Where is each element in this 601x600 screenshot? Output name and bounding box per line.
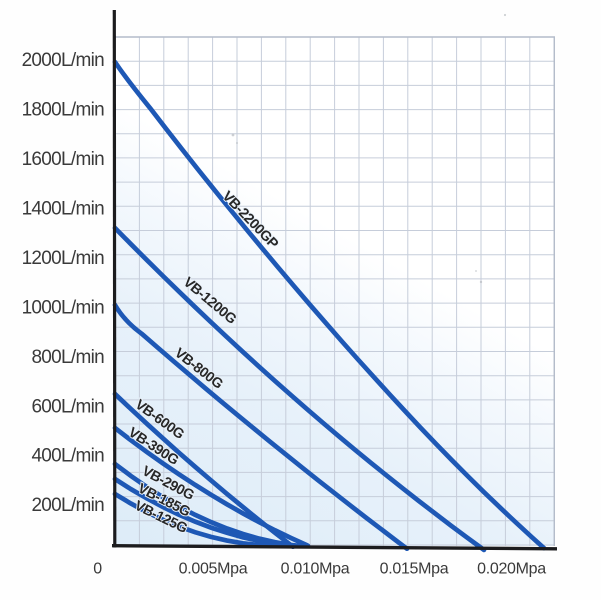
svg-text:2000L/min: 2000L/min bbox=[22, 50, 105, 71]
svg-text:1800L/min: 1800L/min bbox=[22, 100, 105, 121]
svg-text:1600L/min: 1600L/min bbox=[22, 149, 105, 170]
svg-text:400L/min: 400L/min bbox=[31, 446, 104, 467]
svg-text:800L/min: 800L/min bbox=[31, 347, 104, 368]
svg-text:600L/min: 600L/min bbox=[31, 396, 104, 417]
svg-text:0: 0 bbox=[93, 561, 102, 578]
svg-text:200L/min: 200L/min bbox=[31, 495, 104, 516]
svg-text:0.010Mpa: 0.010Mpa bbox=[281, 561, 350, 578]
svg-text:0.005Mpa: 0.005Mpa bbox=[179, 561, 248, 578]
svg-text:1400L/min: 1400L/min bbox=[22, 199, 105, 220]
svg-text:0.020Mpa: 0.020Mpa bbox=[477, 561, 546, 578]
svg-text:1200L/min: 1200L/min bbox=[22, 248, 105, 269]
svg-text:0.015Mpa: 0.015Mpa bbox=[380, 561, 449, 578]
svg-text:1000L/min: 1000L/min bbox=[22, 297, 105, 318]
